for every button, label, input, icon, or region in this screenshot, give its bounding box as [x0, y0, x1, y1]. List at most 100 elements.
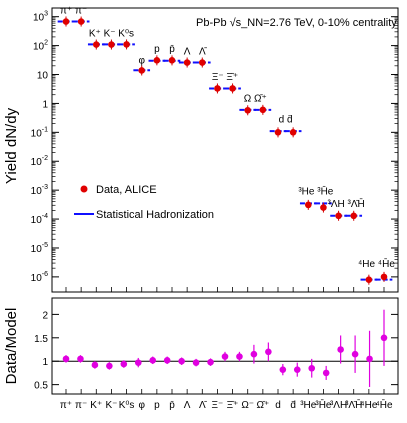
y-tick-label: 0.5 [34, 381, 48, 392]
data-point [350, 212, 358, 220]
data-point [244, 106, 252, 114]
data-point [183, 59, 191, 66]
x-tick-label: Λ [184, 400, 191, 411]
legend-marker-data [80, 185, 88, 193]
data-point [123, 41, 130, 48]
y-tick-label: 102 [33, 40, 48, 53]
particle-label: π⁺ π⁻ [60, 5, 87, 16]
particle-label: Ξ⁻ Ξ̄⁺ [212, 72, 238, 83]
particle-label: Ω Ω̄⁺ [244, 94, 267, 105]
particle-label: ³ΛH ³Λ̄H̄ [328, 198, 365, 211]
x-tick-label: Ξ̄⁺ [227, 400, 239, 411]
y-tick-label: 10-3 [31, 184, 48, 197]
data-point [274, 129, 282, 136]
data-point [214, 85, 221, 92]
data-point [304, 201, 312, 209]
particle-label: ³He ³H̄e [298, 185, 333, 198]
x-tick-label: Ω⁻ [241, 400, 254, 411]
x-tick-label: K⁺ [90, 400, 102, 411]
x-tick-label: K⁻ [105, 400, 117, 411]
ratio-point [337, 346, 344, 353]
particle-label: φ [138, 56, 145, 67]
particle-label: K⁺ K⁻ K⁰s [89, 28, 134, 39]
ratio-point [366, 355, 373, 363]
ratio-point [265, 348, 272, 356]
data-point [320, 204, 327, 211]
y-tick-label: 10-4 [31, 213, 48, 226]
ratio-point [192, 359, 200, 366]
particle-label: d d̄ [279, 114, 293, 125]
x-tick-label: ⁴H̄e [375, 398, 393, 411]
y-tick-label: 1 [42, 357, 48, 368]
ratio-point [293, 366, 301, 373]
ratio-point [91, 361, 99, 369]
x-tick-label: φ [138, 400, 145, 411]
data-point [229, 85, 236, 92]
data-point [153, 57, 161, 64]
x-tick-label: d̄ [290, 400, 296, 411]
ratio-point [351, 350, 359, 358]
x-tick-label: p [154, 400, 160, 411]
annotation-text: Pb-Pb √s_NN=2.76 TeV, 0-10% centrality [196, 17, 397, 29]
particle-label: p [154, 44, 160, 55]
ratio-point [236, 353, 243, 360]
data-point [62, 18, 70, 25]
y-tick-label: 10-6 [31, 271, 48, 284]
data-point [380, 273, 388, 281]
y-tick-label: 10-2 [31, 155, 48, 168]
ratio-point [134, 359, 142, 366]
data-point [168, 57, 176, 64]
x-tick-label: ³ΛH [330, 400, 347, 411]
ratio-point [62, 355, 70, 363]
lower-panel: 0.5 1 1.5 2 Data/Model π⁺ π⁻ K⁺ K⁻ K⁰s φ p p̄ Λ Λ̄ Ξ⁻ Ξ̄… [3, 297, 399, 411]
y-tick-label: 1 [42, 99, 48, 110]
ratio-point [207, 358, 214, 366]
data-point [289, 129, 297, 136]
data-point [138, 67, 146, 74]
x-tick-label: ³H̄e [315, 398, 332, 411]
ratio-point [149, 356, 157, 364]
y-tick-label: 103 [33, 11, 48, 24]
y-axis-title: Yield dN/dy [3, 107, 20, 184]
ratio-point [380, 334, 388, 342]
ratio-point [163, 356, 171, 364]
data-point [77, 18, 85, 25]
y-tick-label: 10-1 [31, 126, 48, 139]
particle-label: ⁴He ⁴H̄e [358, 257, 395, 270]
ratio-point [279, 366, 287, 373]
y-tick-label: 2 [42, 310, 48, 321]
lower-frame [51, 297, 399, 395]
y-tick-label: 10 [37, 71, 49, 82]
particle-label: Λ [184, 46, 191, 57]
x-tick-label: Λ̄ [199, 400, 208, 411]
ratio-point [77, 355, 84, 363]
particle-label: p̄ [169, 44, 175, 55]
x-tick-label: ³Λ̄H̄ [345, 398, 362, 411]
ratio-point [106, 362, 113, 370]
y-tick-label: 1.5 [34, 334, 48, 345]
upper-frame [51, 7, 399, 293]
x-tick-label: π⁺ [60, 400, 72, 411]
y-axis-title: Data/Model [3, 308, 20, 385]
legend-label-model: Statistical Hadronization [96, 209, 214, 221]
data-point [92, 41, 100, 48]
data-point [198, 59, 206, 66]
data-point [108, 41, 115, 48]
ratio-point [178, 357, 185, 365]
x-tick-label: d [275, 400, 281, 411]
x-tick-label: Ω̄⁺ [256, 400, 269, 411]
ratio-point [250, 350, 258, 358]
legend: Data, ALICE Statistical Hadronization [74, 184, 214, 221]
data-point [335, 212, 342, 220]
x-tick-label: Ξ⁻ [212, 400, 224, 411]
x-tick-label: p̄ [169, 400, 175, 411]
particle-label: Λ̄ [199, 46, 208, 57]
ratio-point [308, 364, 316, 372]
x-tick-label: ⁴He [360, 400, 378, 411]
legend-label-data: Data, ALICE [96, 184, 157, 196]
data-point [365, 276, 373, 283]
data-point [259, 106, 267, 114]
y-tick-label: 10-5 [31, 242, 48, 255]
